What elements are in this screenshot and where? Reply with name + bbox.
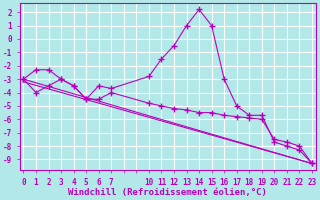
X-axis label: Windchill (Refroidissement éolien,°C): Windchill (Refroidissement éolien,°C)	[68, 188, 267, 197]
